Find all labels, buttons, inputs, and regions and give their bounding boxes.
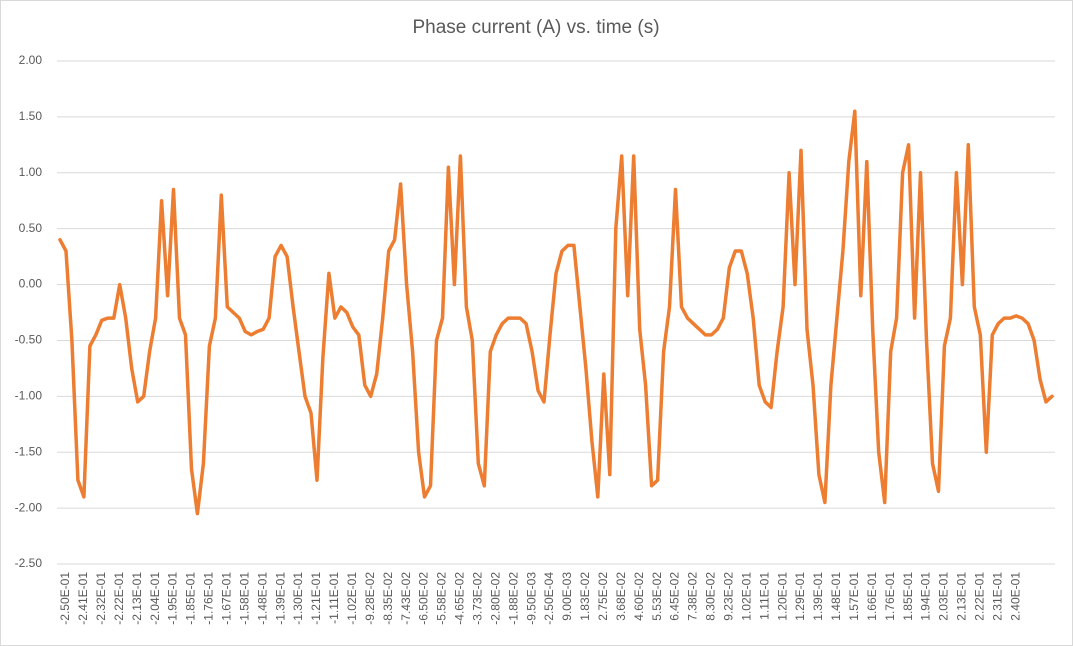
- x-tick-label: -2.32E-01: [94, 572, 108, 625]
- x-tick-label: 1.29E-01: [793, 572, 807, 621]
- x-tick-label: -2.80E-02: [488, 572, 502, 625]
- x-tick-label: -5.58E-02: [435, 572, 449, 625]
- x-tick-label: -1.95E-01: [166, 572, 180, 625]
- x-tick-label: 2.40E-01: [1008, 572, 1022, 621]
- x-tick-label: -1.67E-01: [219, 572, 233, 625]
- x-tick-label: 9.23E-02: [721, 572, 735, 621]
- y-tick-label: 1.00: [19, 165, 43, 179]
- x-tick-label: 5.53E-02: [650, 572, 664, 621]
- y-tick-label: -2.50: [15, 556, 43, 570]
- y-tick-label: 0.50: [19, 221, 43, 235]
- y-tick-label: -2.00: [15, 500, 43, 514]
- x-tick-label: -1.88E-02: [506, 572, 520, 625]
- x-tick-label: 1.11E-01: [757, 572, 771, 620]
- x-tick-label: -1.48E-01: [255, 572, 269, 625]
- y-tick-label: 1.50: [19, 109, 43, 123]
- x-tick-label: -1.39E-01: [273, 572, 287, 625]
- x-tick-label: 2.75E-02: [596, 572, 610, 621]
- x-tick-label: 6.45E-02: [668, 572, 682, 621]
- x-tick-label: -2.50E-01: [58, 572, 72, 625]
- x-tick-label: 2.22E-01: [972, 572, 986, 621]
- y-tick-label: -0.50: [15, 333, 43, 347]
- x-tick-label: -1.21E-01: [309, 572, 323, 625]
- chart-title: Phase current (A) vs. time (s): [412, 17, 659, 38]
- x-tick-label: -1.76E-01: [202, 572, 216, 625]
- x-tick-label: 1.94E-01: [919, 572, 933, 621]
- x-tick-label: 1.83E-02: [578, 572, 592, 621]
- x-tick-label: 7.38E-02: [686, 572, 700, 621]
- x-tick-label: 2.31E-01: [990, 572, 1004, 621]
- x-tick-label: -8.35E-02: [381, 572, 395, 625]
- data-line: [58, 109, 1054, 516]
- x-tick-label: -1.58E-01: [237, 572, 251, 625]
- x-tick-label: 4.60E-02: [632, 572, 646, 621]
- y-tick-label: -1.00: [15, 389, 43, 403]
- x-tick-label: 1.20E-01: [775, 572, 789, 621]
- x-tick-label: 3.68E-02: [614, 572, 628, 621]
- x-tick-label: -1.85E-01: [184, 572, 198, 625]
- x-tick-label: -1.02E-01: [345, 572, 359, 625]
- x-tick-label: 9.00E-03: [560, 572, 574, 621]
- x-tick-label: -2.41E-01: [76, 572, 90, 625]
- x-tick-label: -3.73E-02: [470, 572, 484, 625]
- x-tick-label: 1.85E-01: [901, 572, 915, 621]
- y-tick-label: -1.50: [15, 444, 43, 458]
- x-tick-label: 1.76E-01: [883, 572, 897, 621]
- x-tick-label: -2.04E-01: [148, 572, 162, 625]
- x-tick-label: -6.50E-02: [417, 572, 431, 625]
- x-tick-label: -2.13E-01: [130, 572, 144, 625]
- x-tick-label: -9.28E-02: [363, 572, 377, 625]
- x-tick-label: -1.30E-01: [291, 572, 305, 625]
- y-tick-label: 2.00: [19, 53, 43, 67]
- x-tick-label: 1.39E-01: [811, 572, 825, 621]
- x-tick-label: -2.50E-04: [542, 572, 556, 625]
- y-tick-label: 0.00: [19, 277, 43, 291]
- x-tick-label: 8.30E-02: [704, 572, 718, 621]
- x-tick-label: 2.03E-01: [937, 572, 951, 621]
- x-tick-label: 1.66E-01: [865, 572, 879, 621]
- x-tick-label: -7.43E-02: [399, 572, 413, 625]
- x-tick-label: -9.50E-03: [524, 572, 538, 625]
- x-tick-label: 2.13E-01: [955, 572, 969, 621]
- x-tick-label: -1.11E-01: [327, 572, 341, 624]
- x-tick-label: 1.57E-01: [847, 572, 861, 621]
- x-tick-label: 1.02E-01: [739, 572, 753, 621]
- x-tick-label: 1.48E-01: [829, 572, 843, 621]
- x-tick-label: -2.22E-01: [112, 572, 126, 625]
- x-tick-label: -4.65E-02: [453, 572, 467, 625]
